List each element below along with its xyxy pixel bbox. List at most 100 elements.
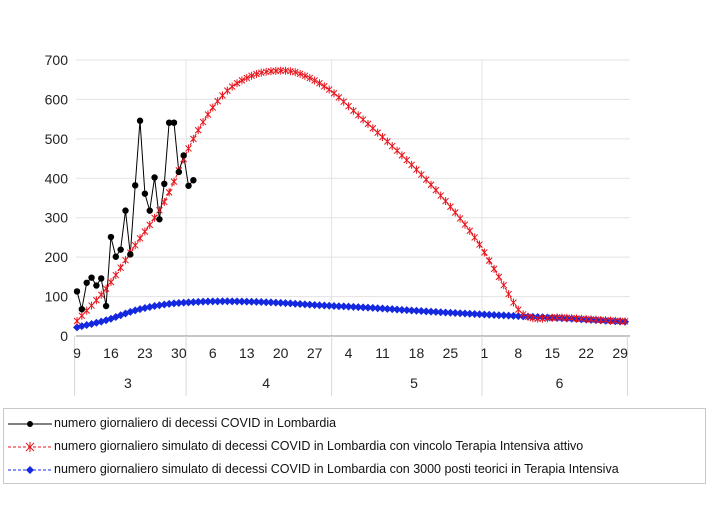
- x-tick-label: 18: [409, 345, 425, 361]
- month-label: 5: [410, 375, 418, 391]
- data-point-simulated-3000: [465, 309, 474, 318]
- data-point-simulated-constraint: [73, 317, 81, 326]
- data-point-simulated-constraint: [170, 177, 178, 186]
- data-point-simulated-3000: [412, 306, 421, 315]
- data-point-simulated-3000: [354, 303, 363, 312]
- data-point-simulated-constraint: [345, 102, 352, 111]
- data-point-simulated-constraint: [427, 180, 435, 189]
- x-tick-label: 9: [73, 345, 81, 361]
- data-point-simulated-3000: [169, 299, 178, 308]
- legend-entry-simulated-constraint: numero giornaliero simulato di decessi C…: [4, 436, 704, 458]
- data-point-simulated-3000: [431, 307, 440, 316]
- data-point-simulated-constraint: [320, 82, 328, 91]
- data-point-simulated-constraint: [393, 146, 401, 155]
- data-point-simulated-3000: [199, 297, 208, 306]
- data-point-simulated-3000: [155, 301, 164, 310]
- data-point-simulated-constraint: [442, 197, 449, 206]
- data-point-simulated-3000: [223, 297, 232, 306]
- data-point-simulated-constraint: [510, 298, 517, 307]
- data-point-actual: [73, 288, 81, 295]
- data-point-simulated-3000: [330, 301, 339, 310]
- data-point-simulated-constraint: [306, 74, 314, 83]
- data-point-simulated-3000: [514, 312, 523, 321]
- data-point-simulated-3000: [233, 297, 242, 306]
- data-point-simulated-3000: [281, 299, 290, 308]
- legend-entry-simulated-3000: numero giornaliero simulato di decessi C…: [4, 459, 704, 481]
- data-point-simulated-constraint: [199, 118, 207, 127]
- x-tick-label: 20: [273, 345, 289, 361]
- data-point-simulated-3000: [213, 297, 222, 306]
- data-point-simulated-3000: [300, 300, 309, 309]
- data-point-actual: [146, 207, 153, 214]
- data-point-simulated-3000: [397, 305, 406, 314]
- data-point-simulated-constraint: [621, 317, 629, 326]
- x-tick-label: 16: [103, 345, 119, 361]
- data-point-simulated-constraint: [524, 312, 532, 321]
- data-point-simulated-constraint: [204, 110, 212, 119]
- data-point-simulated-constraint: [534, 314, 542, 323]
- data-point-simulated-3000: [451, 309, 460, 318]
- data-point-simulated-constraint: [117, 263, 124, 272]
- x-tick-label: 23: [137, 345, 153, 361]
- data-point-actual: [136, 117, 144, 124]
- data-point-actual: [78, 305, 86, 313]
- data-point-simulated-constraint: [379, 133, 386, 142]
- data-point-simulated-3000: [446, 308, 455, 317]
- data-point-simulated-3000: [296, 300, 305, 309]
- data-point-simulated-3000: [266, 298, 275, 307]
- data-point-simulated-constraint: [398, 151, 406, 160]
- x-tick-label: 4: [345, 345, 353, 361]
- data-point-simulated-constraint: [369, 124, 377, 133]
- data-point-actual: [141, 190, 149, 197]
- data-point-simulated-3000: [271, 298, 280, 307]
- data-point-actual: [185, 182, 192, 189]
- data-point-simulated-constraint: [476, 240, 483, 249]
- data-point-simulated-3000: [242, 297, 251, 306]
- month-label: 4: [262, 375, 270, 391]
- data-point-simulated-3000: [218, 297, 227, 306]
- data-point-simulated-constraint: [335, 93, 343, 102]
- data-point-simulated-constraint: [112, 271, 120, 280]
- data-point-simulated-3000: [441, 308, 450, 317]
- legend: numero giornaliero di decessi COVID in L…: [3, 408, 706, 484]
- data-point-simulated-constraint: [238, 76, 246, 85]
- data-point-simulated-3000: [315, 301, 324, 310]
- data-point-simulated-3000: [475, 310, 484, 319]
- data-point-simulated-constraint: [408, 160, 415, 169]
- data-point-simulated-constraint: [447, 202, 454, 211]
- data-point-simulated-3000: [417, 307, 426, 316]
- data-point-simulated-constraint: [350, 106, 357, 115]
- data-point-simulated-constraint: [325, 85, 333, 94]
- data-point-simulated-3000: [160, 300, 169, 309]
- data-point-simulated-3000: [363, 303, 372, 312]
- legend-swatch-simulated-constraint: [8, 442, 52, 452]
- data-point-actual: [83, 279, 90, 286]
- data-point-actual: [112, 253, 119, 260]
- data-point-simulated-constraint: [495, 272, 503, 281]
- data-point-actual: [131, 182, 139, 189]
- data-point-simulated-constraint: [437, 191, 445, 200]
- y-tick-label: 0: [60, 328, 68, 344]
- y-tick-label: 200: [45, 249, 69, 265]
- data-point-simulated-constraint: [228, 82, 236, 91]
- data-point-simulated-constraint: [160, 197, 168, 206]
- x-tick-label: 25: [443, 345, 459, 361]
- data-point-simulated-3000: [456, 309, 465, 318]
- data-point-simulated-3000: [189, 298, 198, 307]
- data-point-simulated-3000: [194, 297, 203, 306]
- data-point-actual: [175, 168, 183, 176]
- data-point-simulated-3000: [359, 303, 368, 312]
- data-point-simulated-constraint: [291, 68, 299, 77]
- data-point-actual: [190, 177, 197, 184]
- data-point-actual: [127, 251, 134, 258]
- data-point-simulated-constraint: [223, 86, 231, 95]
- data-point-simulated-constraint: [403, 156, 411, 165]
- data-point-simulated-constraint: [354, 111, 362, 120]
- data-point-simulated-3000: [393, 305, 402, 314]
- data-point-simulated-3000: [480, 310, 489, 319]
- data-point-simulated-constraint: [301, 71, 309, 80]
- data-point-simulated-3000: [368, 303, 377, 312]
- data-point-simulated-constraint: [122, 256, 129, 265]
- data-point-simulated-3000: [150, 302, 159, 311]
- x-tick-label: 15: [544, 345, 560, 361]
